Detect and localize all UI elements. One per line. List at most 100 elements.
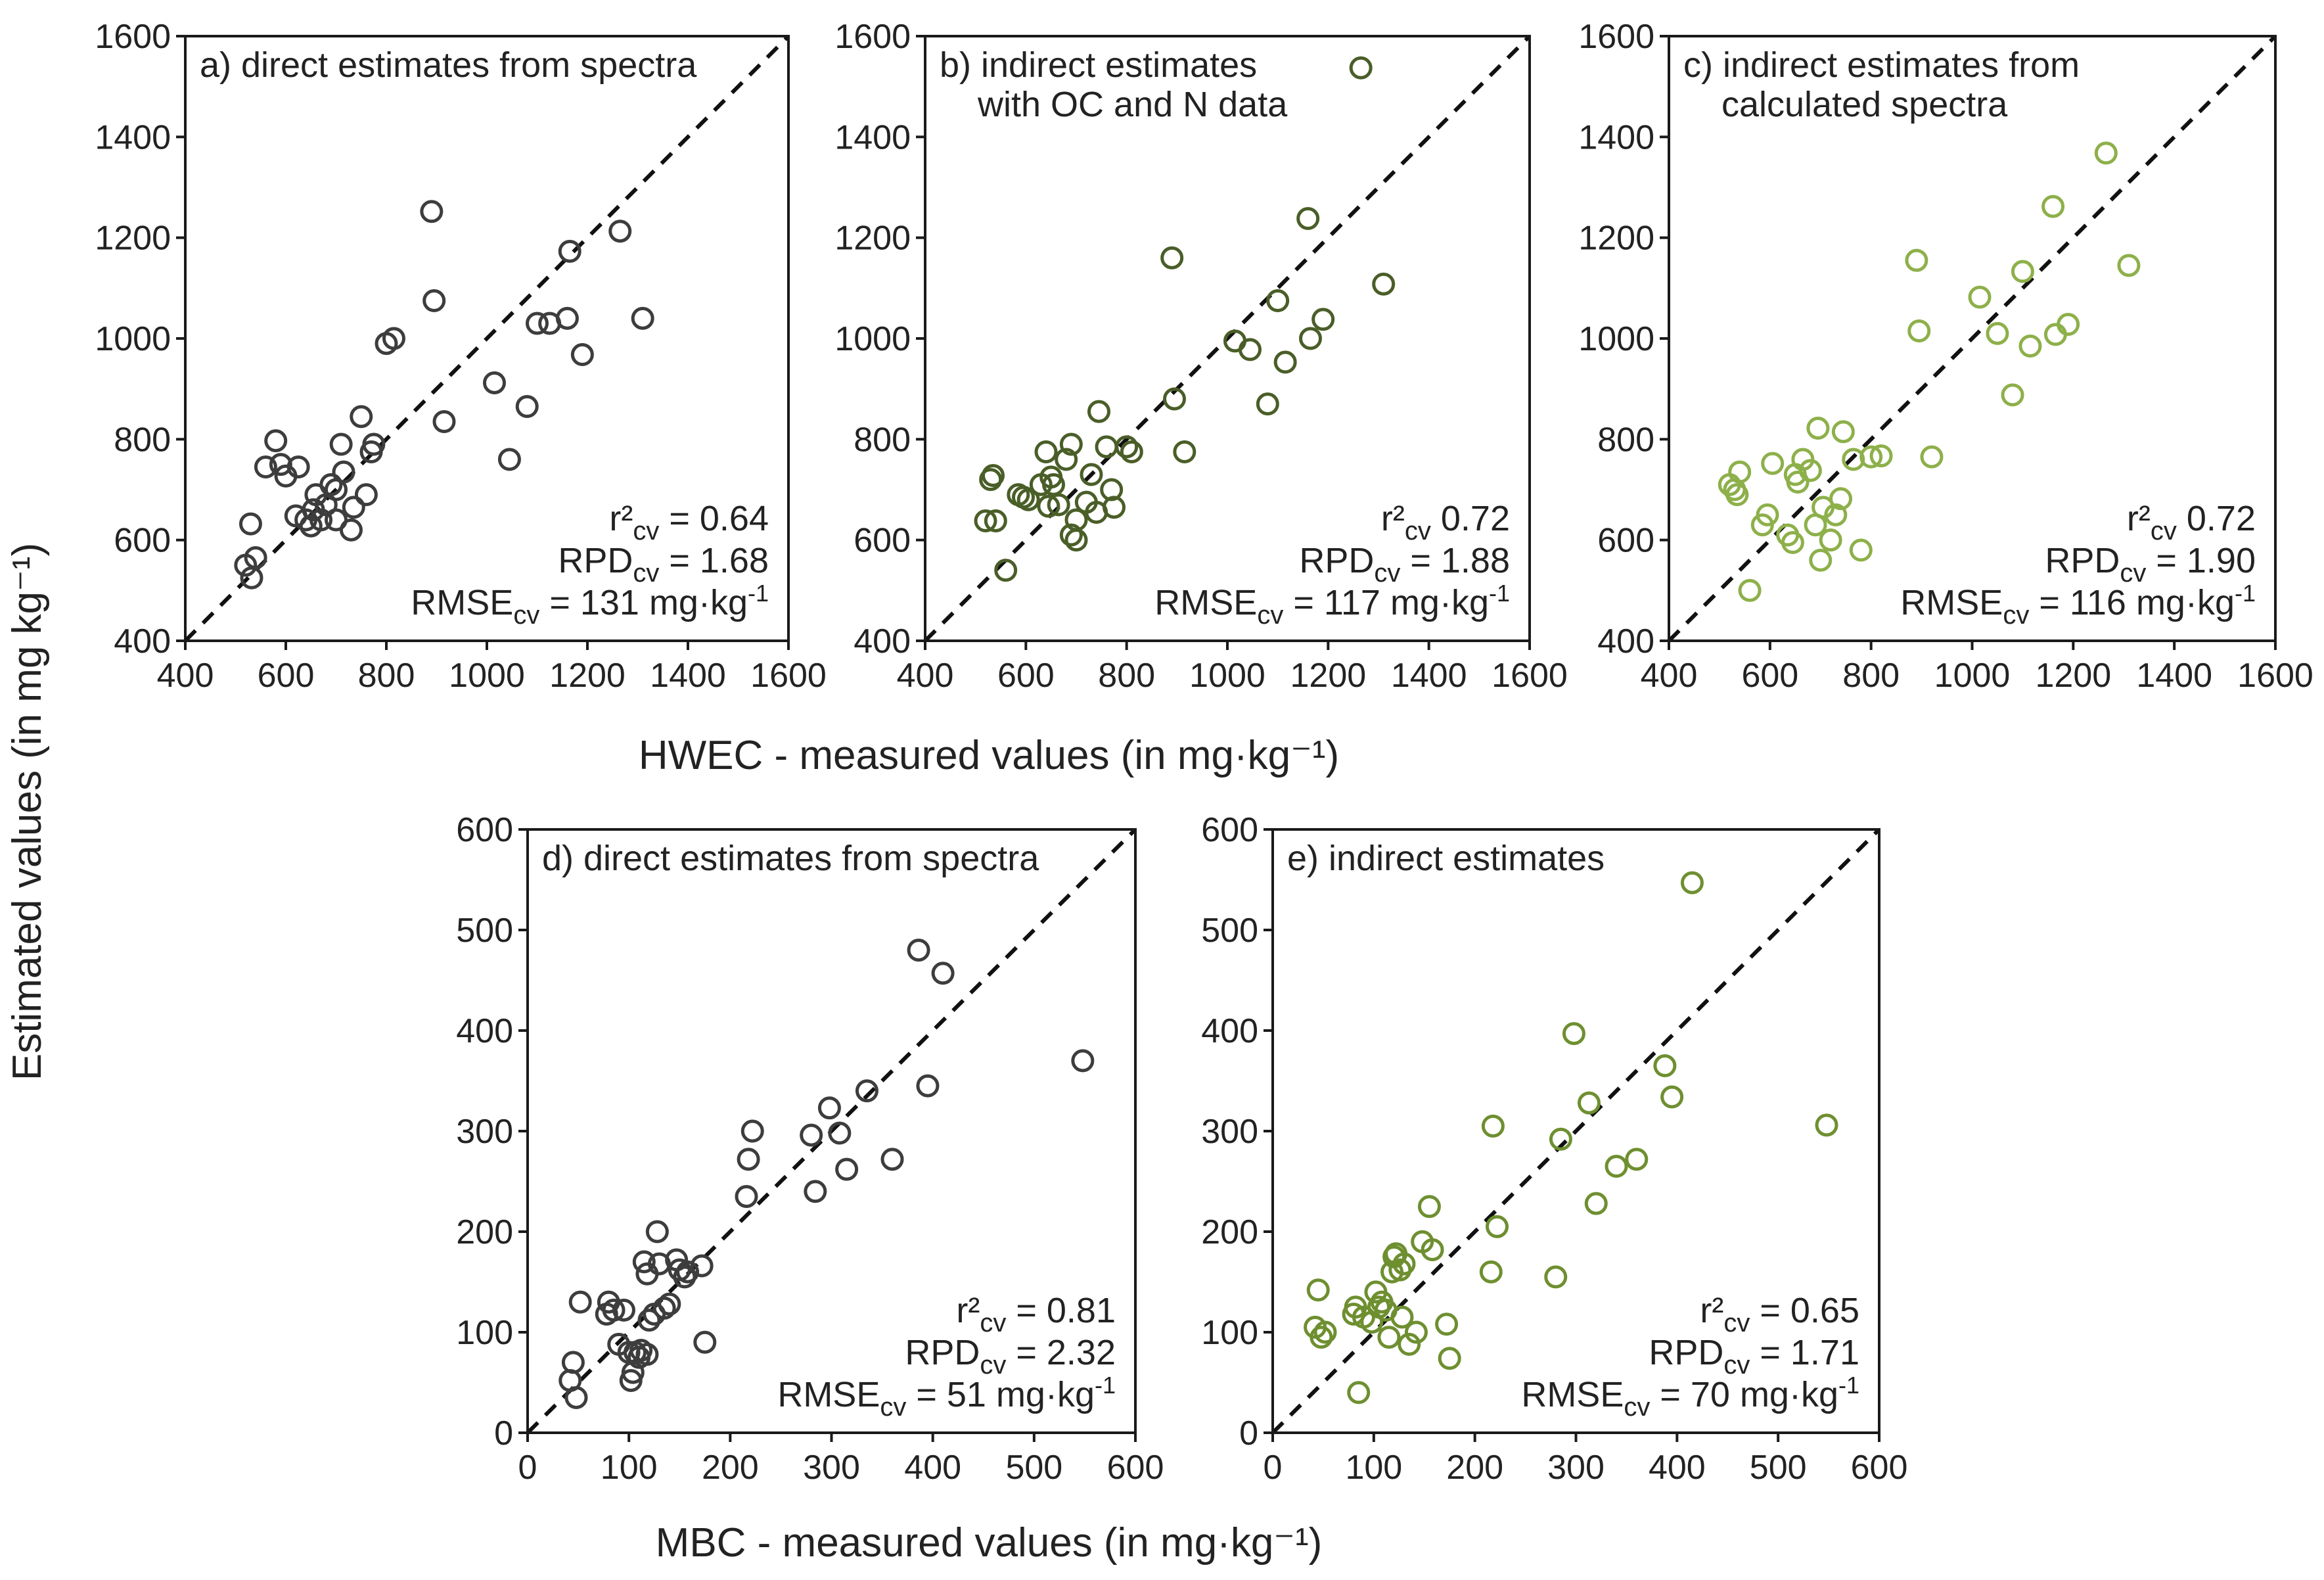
panel-title-e: e) indirect estimates xyxy=(1287,839,1605,878)
data-point xyxy=(1786,471,1810,494)
data-point xyxy=(608,220,632,243)
y-tick-label: 800 xyxy=(1597,421,1654,459)
panel-title-a: a) direct estimates from spectra xyxy=(200,45,697,85)
data-point xyxy=(570,343,594,367)
data-point xyxy=(432,410,456,433)
data-point xyxy=(1905,248,1928,272)
data-point xyxy=(2041,195,2065,218)
data-point xyxy=(1831,420,1855,444)
data-point xyxy=(1059,523,1083,547)
data-point xyxy=(564,1385,588,1409)
data-point xyxy=(350,405,373,429)
data-point xyxy=(2018,335,2042,358)
data-point xyxy=(1404,1320,1428,1344)
data-point xyxy=(740,1119,764,1143)
x-tick-label: 300 xyxy=(1547,1449,1605,1487)
y-tick-label: 1600 xyxy=(1578,18,1654,56)
data-point xyxy=(1625,1148,1649,1171)
data-point xyxy=(2117,254,2141,277)
x-tick-label: 200 xyxy=(702,1449,759,1487)
panel-title-d: d) direct estimates from spectra xyxy=(542,839,1039,878)
y-tick-label: 300 xyxy=(456,1113,513,1151)
y-tick-label: 400 xyxy=(114,622,171,661)
data-point xyxy=(269,453,292,476)
y-tick-label: 400 xyxy=(1597,622,1654,661)
data-point xyxy=(1120,440,1143,463)
data-point xyxy=(1310,1326,1333,1349)
stat-r2: r²cv = 0.64 xyxy=(609,499,769,546)
data-point xyxy=(1398,1332,1421,1356)
x-tick-label: 400 xyxy=(897,657,954,695)
data-point xyxy=(2094,141,2118,165)
data-point xyxy=(612,1298,635,1322)
stat-rpd: RPDcv = 1.90 xyxy=(2045,541,2256,588)
data-point xyxy=(1266,289,1290,312)
data-point xyxy=(828,1121,852,1145)
data-point xyxy=(1064,528,1088,552)
data-point xyxy=(1349,56,1373,80)
stat-rmse: RMSEcv = 131 mg·kg-1 xyxy=(411,580,769,630)
data-point xyxy=(907,939,930,962)
data-point xyxy=(1562,1022,1585,1046)
panel-d: 0 100 200 300 400 500 600 0 100 200 300 400 500 600 d)… xyxy=(456,811,1164,1487)
data-point xyxy=(382,327,405,350)
data-point xyxy=(1299,327,1322,350)
data-point xyxy=(264,429,288,453)
one-to-one-line xyxy=(183,34,790,643)
data-point xyxy=(420,200,444,223)
x-tick-label: 1400 xyxy=(650,657,726,695)
data-point xyxy=(1605,1155,1628,1178)
data-point xyxy=(1725,483,1749,507)
y-tick-label: 600 xyxy=(114,522,171,560)
data-point xyxy=(558,239,581,263)
y-tick-label: 100 xyxy=(456,1314,513,1352)
x-tick-label: 500 xyxy=(1005,1449,1062,1487)
data-point xyxy=(855,1079,878,1103)
x-tick-label: 1000 xyxy=(1189,657,1265,695)
x-tick-label: 1200 xyxy=(2035,657,2111,695)
y-tick-label: 1600 xyxy=(834,18,911,56)
stat-rmse: RMSEcv = 51 mg·kg-1 xyxy=(777,1372,1116,1422)
data-point xyxy=(239,512,262,536)
data-point xyxy=(1311,308,1335,331)
data-point xyxy=(1296,207,1320,231)
data-point xyxy=(362,432,386,456)
data-point xyxy=(1095,435,1118,459)
data-point xyxy=(1372,272,1396,296)
panel-title-c: c) indirect estimates from xyxy=(1683,45,2080,85)
data-point xyxy=(568,1290,592,1314)
y-tick-label: 300 xyxy=(1201,1113,1258,1151)
data-point xyxy=(1756,503,1779,526)
data-point xyxy=(1549,1127,1572,1151)
x-tick-label: 0 xyxy=(1264,1449,1283,1487)
data-point xyxy=(1660,1085,1684,1109)
data-point xyxy=(2001,383,2024,407)
data-point xyxy=(1438,1347,1461,1370)
x-tick-label: 1600 xyxy=(2237,657,2313,695)
y-tick-label: 1000 xyxy=(1578,320,1654,358)
data-point xyxy=(1034,440,1058,463)
data-point xyxy=(1347,1381,1371,1405)
data-point xyxy=(994,559,1018,582)
data-point xyxy=(515,395,539,418)
panel-b: 400 600 800 1000 1200 1400 1600 400 600 800 1000 12… xyxy=(834,18,1568,695)
one-to-one-line xyxy=(1667,34,2277,643)
y-tick-label: 0 xyxy=(1239,1414,1258,1452)
y-tick-label: 1200 xyxy=(1578,220,1654,258)
data-point xyxy=(1806,416,1830,440)
data-point xyxy=(1584,1192,1608,1215)
data-point xyxy=(800,1123,823,1147)
data-point xyxy=(1103,496,1126,519)
data-point xyxy=(804,1180,827,1203)
y-tick-label: 200 xyxy=(456,1213,513,1251)
data-point xyxy=(354,483,378,507)
data-point xyxy=(1047,493,1070,517)
data-point xyxy=(254,455,277,478)
x-tick-label: 400 xyxy=(904,1449,961,1487)
data-point xyxy=(1829,487,1853,511)
x-tick-label: 600 xyxy=(1107,1449,1164,1487)
x-tick-label: 600 xyxy=(258,657,315,695)
y-tick-label: 600 xyxy=(1597,522,1654,560)
